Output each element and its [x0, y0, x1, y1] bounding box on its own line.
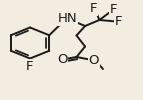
Text: HN: HN [58, 12, 78, 25]
Text: F: F [115, 15, 122, 28]
Text: F: F [110, 3, 117, 16]
Text: O: O [57, 53, 67, 66]
Text: O: O [88, 54, 99, 67]
Text: F: F [26, 60, 33, 72]
Text: F: F [90, 2, 97, 15]
